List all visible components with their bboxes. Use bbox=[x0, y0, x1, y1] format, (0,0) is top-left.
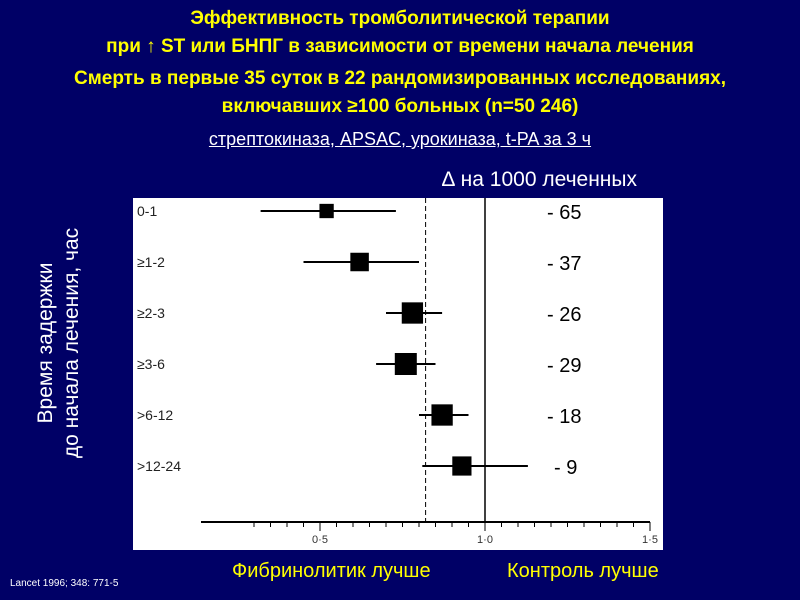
delta-value: - 9 bbox=[554, 457, 577, 479]
x-tick-label: 1·5 bbox=[642, 534, 658, 546]
effect-marker bbox=[394, 353, 417, 375]
favor-control-label: Контроль лучше bbox=[507, 560, 659, 582]
y-axis-label-line-1: Время задержки bbox=[34, 262, 57, 424]
forest-plot: 0·5 1·0 1·5 0-1 - 65 ≥1-2 - 37 ≥2-3 - 26 ≥3-6 - 29… bbox=[133, 198, 663, 550]
delta-value: - 37 bbox=[547, 253, 581, 275]
category-label: 0-1 bbox=[137, 203, 157, 219]
title-line-1: Эффективность тромболитической терапии bbox=[190, 8, 610, 29]
delta-caption: ∆ на 1000 леченных bbox=[442, 168, 637, 191]
category-label: >6-12 bbox=[137, 407, 173, 423]
drug-list: стрептокиназа, APSAC, урокиназа, t-PA за… bbox=[208, 129, 592, 149]
effect-marker bbox=[401, 302, 424, 324]
effect-marker bbox=[452, 456, 472, 476]
delta-value: - 29 bbox=[547, 355, 581, 377]
effect-marker bbox=[431, 404, 453, 426]
effect-marker bbox=[350, 252, 369, 272]
y-axis-label-line-2: до начала лечения, час bbox=[60, 227, 83, 459]
forest-plot-svg: 0·5 1·0 1·5 0-1 - 65 ≥1-2 - 37 ≥2-3 - 26 ≥3-6 - 29… bbox=[137, 198, 658, 546]
source-citation: Lancet 1996; 348: 771-5 bbox=[10, 578, 119, 589]
effect-marker bbox=[319, 203, 334, 219]
delta-value: - 65 bbox=[547, 202, 581, 224]
delta-value: - 26 bbox=[547, 304, 581, 326]
title-line-2: при ↑ ST или БНПГ в зависимости от време… bbox=[106, 36, 694, 57]
category-label: ≥1-2 bbox=[137, 254, 165, 270]
x-tick-label: 1·0 bbox=[477, 534, 493, 546]
favor-fibrinolytic-label: Фибринолитик лучше bbox=[232, 560, 431, 582]
category-label: ≥2-3 bbox=[137, 305, 165, 321]
delta-value: - 18 bbox=[547, 406, 581, 428]
category-label: ≥3-6 bbox=[137, 356, 165, 372]
x-tick-label: 0·5 bbox=[312, 534, 328, 546]
title-line-4: включавших ≥100 больных (n=50 246) bbox=[221, 96, 579, 117]
category-label: >12-24 bbox=[137, 458, 181, 474]
title-line-3: Смерть в первые 35 суток в 22 рандомизир… bbox=[73, 68, 727, 89]
